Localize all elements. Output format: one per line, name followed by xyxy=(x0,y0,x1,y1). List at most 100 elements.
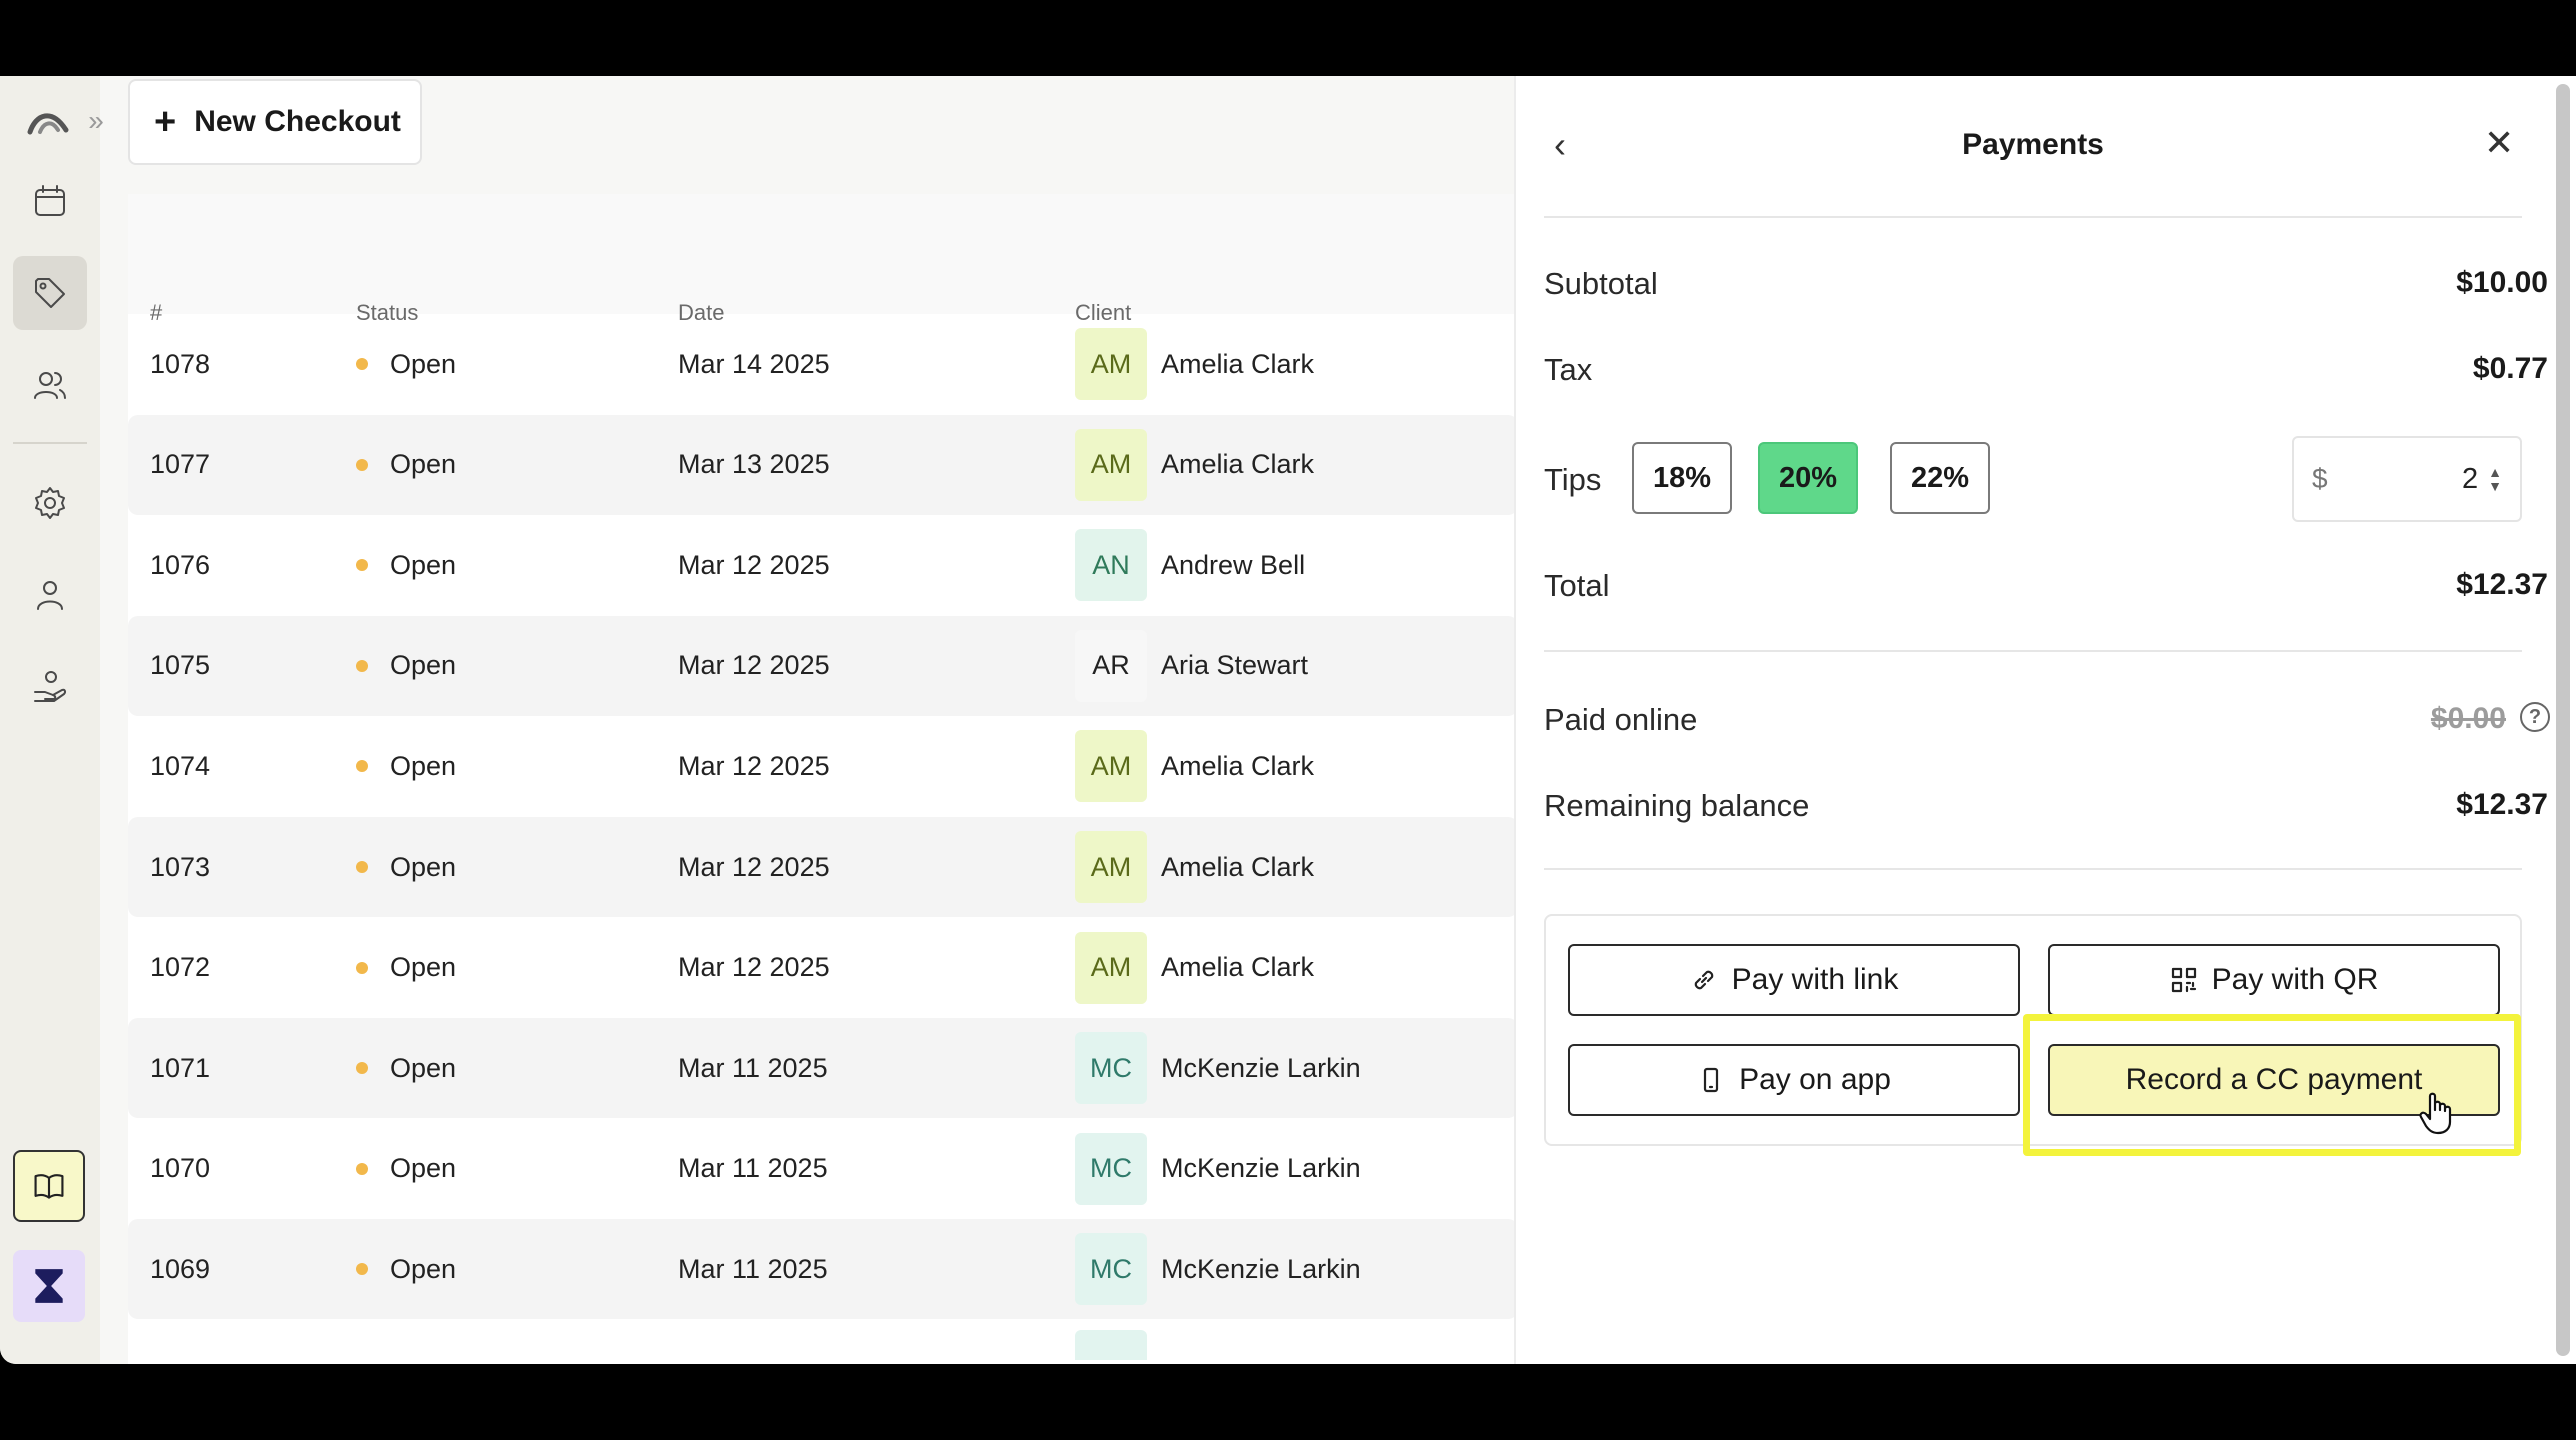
status-text: Open xyxy=(390,750,457,781)
sidebar-item-settings[interactable] xyxy=(13,466,87,540)
row-date: Mar 12 2025 xyxy=(678,750,830,781)
column-header-status[interactable]: Status xyxy=(356,300,419,325)
scrollbar[interactable] xyxy=(2556,84,2570,1356)
row-number: 1071 xyxy=(150,1052,211,1083)
status-dot-icon xyxy=(356,659,368,672)
tax-value: $0.77 xyxy=(2472,352,2548,385)
row-status: Open xyxy=(356,1219,456,1319)
table-row[interactable]: 1072 Open Mar 12 2025 AM Amelia Clark xyxy=(128,918,1518,1018)
payments-panel: ‹ Payments ✕ Subtotal $10.00 Tax $0.77 T… xyxy=(1514,76,2576,1364)
back-icon[interactable]: ‹ xyxy=(1554,124,1566,165)
sidebar-item-docs[interactable] xyxy=(13,1150,85,1222)
status-text: Open xyxy=(390,1052,457,1083)
pay-with-qr-button[interactable]: Pay with QR xyxy=(2048,944,2500,1016)
row-client[interactable]: AM Amelia Clark xyxy=(1075,716,1314,816)
row-client[interactable]: AM Amelia Clark xyxy=(1075,314,1314,414)
pay-with-link-label: Pay with link xyxy=(1731,963,1899,996)
tip-18-button[interactable]: 18% xyxy=(1632,442,1732,514)
paid-online-label: Paid online xyxy=(1544,702,1698,737)
hourglass-icon xyxy=(35,1269,63,1303)
close-icon[interactable]: ✕ xyxy=(2484,122,2515,163)
status-dot-icon xyxy=(356,1062,368,1075)
row-number: 1072 xyxy=(150,952,211,983)
divider xyxy=(1544,868,2522,870)
tip-22-button[interactable]: 22% xyxy=(1890,442,1990,514)
paid-online-value: $0.00 xyxy=(2430,702,2506,735)
client-name: McKenzie Larkin xyxy=(1161,1052,1361,1083)
table-row[interactable]: 1071 Open Mar 11 2025 MC McKenzie Larkin xyxy=(128,1018,1518,1119)
row-status: Open xyxy=(356,918,456,1018)
sidebar-item-timer[interactable] xyxy=(13,1250,85,1322)
tip-amount-value: 2 xyxy=(2462,462,2479,495)
status-dot-icon xyxy=(356,358,368,370)
table-row[interactable]: 1076 Open Mar 12 2025 AN Andrew Bell xyxy=(128,515,1518,615)
row-client[interactable]: MC McKenzie Larkin xyxy=(1075,1219,1361,1319)
row-client[interactable]: AM Amelia Clark xyxy=(1075,415,1314,515)
table-row[interactable]: 1078 Open Mar 14 2025 AM Amelia Clark xyxy=(128,314,1518,414)
total-value: $12.37 xyxy=(2456,568,2548,601)
table-row[interactable]: 1069 Open Mar 11 2025 MC McKenzie Larkin xyxy=(128,1219,1518,1320)
hand-cursor-icon xyxy=(2419,1092,2452,1135)
record-cc-payment-button[interactable]: Record a CC payment xyxy=(2048,1044,2500,1116)
new-checkout-label: New Checkout xyxy=(194,105,401,138)
row-client[interactable]: MC McKenzie Larkin xyxy=(1075,1018,1361,1118)
row-date: Mar 11 2025 xyxy=(678,1052,828,1083)
column-header-client[interactable]: Client xyxy=(1075,300,1132,325)
row-number: 1069 xyxy=(150,1253,211,1284)
status-dot-icon xyxy=(356,559,368,572)
column-header-date[interactable]: Date xyxy=(678,300,725,325)
sidebar-item-care[interactable] xyxy=(13,650,87,724)
stepper-icon[interactable]: ▲ ▼ xyxy=(2488,464,2502,494)
row-date: Mar 11 2025 xyxy=(678,1253,828,1284)
row-number: 1075 xyxy=(150,650,211,681)
sidebar-item-clients[interactable] xyxy=(13,348,87,422)
sidebar-item-calendar[interactable] xyxy=(13,164,87,238)
pay-on-app-button[interactable]: Pay on app xyxy=(1568,1044,2020,1116)
pay-with-link-button[interactable]: Pay with link xyxy=(1568,944,2020,1016)
row-date: Mar 12 2025 xyxy=(678,650,830,681)
expand-sidebar-icon[interactable]: » xyxy=(88,105,104,136)
status-text: Open xyxy=(390,549,457,580)
table-row[interactable]: 1073 Open Mar 12 2025 AM Amelia Clark xyxy=(128,817,1518,917)
row-number: 1076 xyxy=(150,549,211,580)
row-client[interactable]: AM Amelia Clark xyxy=(1075,918,1314,1018)
row-number: 1078 xyxy=(150,348,211,379)
table-row[interactable]: 1075 Open Mar 12 2025 AR Aria Stewart xyxy=(128,615,1518,716)
client-name: Amelia Clark xyxy=(1161,348,1315,379)
sidebar-item-staff[interactable] xyxy=(13,558,87,632)
table-row[interactable]: 1070 Open Mar 11 2025 MC McKenzie Larkin xyxy=(128,1119,1518,1219)
table-row[interactable] xyxy=(128,1320,1518,1364)
row-number: 1073 xyxy=(150,851,211,882)
custom-tip-input[interactable]: $ 2 ▲ ▼ xyxy=(2292,436,2522,522)
avatar: AR xyxy=(1075,629,1147,702)
sidebar-divider xyxy=(13,442,87,444)
column-header-number[interactable]: # xyxy=(150,300,163,325)
panel-title: Payments xyxy=(1962,128,2104,161)
tip-20-button[interactable]: 20% xyxy=(1758,442,1858,514)
table-row[interactable]: 1074 Open Mar 12 2025 AM Amelia Clark xyxy=(128,716,1518,816)
row-client[interactable]: AR Aria Stewart xyxy=(1075,616,1308,716)
help-icon[interactable]: ? xyxy=(2520,702,2550,732)
row-client[interactable]: MC McKenzie Larkin xyxy=(1075,1119,1361,1219)
client-name: McKenzie Larkin xyxy=(1161,1153,1361,1184)
avatar: AM xyxy=(1075,931,1147,1004)
tips-label: Tips xyxy=(1544,462,1602,497)
payment-methods: Pay with link Pay with QR Pay on app Rec… xyxy=(1544,914,2522,1146)
row-number: 1074 xyxy=(150,750,211,781)
row-status: Open xyxy=(356,1119,456,1219)
pay-with-qr-label: Pay with QR xyxy=(2211,963,2379,996)
checkouts-table: # Status Date Client 1078 Open Mar 14 2025… xyxy=(128,194,1518,1364)
table-row[interactable]: 1077 Open Mar 13 2025 AM Amelia Clark xyxy=(128,414,1518,515)
sidebar-item-checkout[interactable] xyxy=(13,256,87,330)
logo-icon[interactable] xyxy=(26,106,70,136)
avatar: MC xyxy=(1075,1132,1147,1205)
status-text: Open xyxy=(390,449,457,480)
row-client[interactable]: AM Amelia Clark xyxy=(1075,817,1314,917)
sidebar: » xyxy=(0,76,104,1364)
row-client[interactable]: AN Andrew Bell xyxy=(1075,515,1305,615)
divider xyxy=(1544,216,2522,218)
new-checkout-button[interactable]: + New Checkout xyxy=(128,79,422,165)
tag-icon xyxy=(35,278,65,308)
avatar: MC xyxy=(1075,1233,1147,1306)
tax-label: Tax xyxy=(1544,352,1593,387)
